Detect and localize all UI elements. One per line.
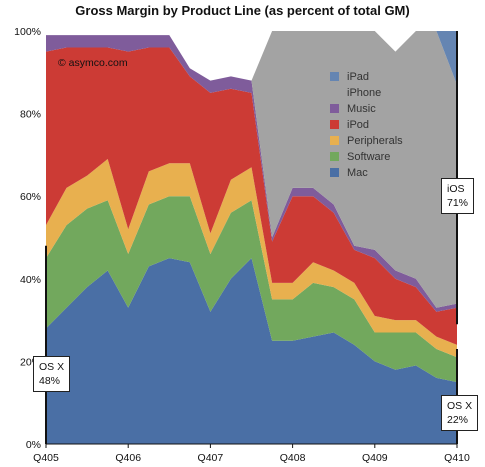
area-music [46, 35, 457, 312]
ios-annotation: iOS 71% [441, 178, 475, 214]
area-mac [46, 258, 457, 444]
legend-swatch [330, 136, 339, 145]
area-layers [46, 31, 457, 444]
ios-value: 71% [447, 197, 469, 209]
osx-2005-annotation: OS X 48% [33, 356, 71, 392]
x-tick-label: Q405 [33, 452, 59, 464]
legend-item-mac: Mac [330, 166, 368, 180]
y-tick-label: 80% [20, 109, 41, 121]
y-tick-label: 100% [14, 26, 41, 38]
area-peripherals [46, 159, 457, 358]
y-tick-label: 40% [20, 274, 41, 286]
legend-item-iphone: iPhone [330, 86, 381, 100]
legend-swatch [330, 72, 339, 81]
x-tick-label: Q406 [115, 452, 141, 464]
legend-label: iPhone [347, 87, 382, 99]
ios-label: iOS [447, 183, 465, 195]
osx-2010-annotation: OS X 22% [441, 395, 479, 431]
legend-item-music: Music [330, 102, 376, 116]
copyright-note: © asymco.com [58, 57, 128, 69]
x-tick-label: Q409 [362, 452, 388, 464]
y-tick-label: 0% [26, 439, 41, 451]
x-tick-label: Q407 [198, 452, 224, 464]
legend-label: Music [347, 103, 376, 115]
chart-title: Gross Margin by Product Line (as percent… [75, 3, 410, 18]
legend-item-ipod: iPod [330, 118, 369, 132]
legend-label: iPad [347, 71, 370, 83]
osx-2005-value: 48% [39, 375, 61, 387]
legend-label: Peripherals [347, 135, 403, 147]
legend-item-ipad: iPad [330, 70, 369, 84]
y-tick-label: 60% [20, 191, 41, 203]
x-tick-label: Q410 [444, 452, 470, 464]
area-software [46, 196, 457, 383]
legend-label: iPod [347, 119, 370, 131]
osx-2010-label: OS X [447, 400, 473, 412]
legend-swatch [330, 120, 339, 129]
legend-item-software: Software [330, 150, 390, 164]
x-tick-label: Q408 [280, 452, 306, 464]
area-iphone [46, 31, 457, 308]
legend-swatch [330, 168, 339, 177]
legend-label: Mac [347, 167, 368, 179]
legend-label: Software [347, 151, 391, 163]
legend-swatch [330, 152, 339, 161]
legend-swatch [330, 104, 339, 113]
legend-item-peripherals: Peripherals [330, 134, 403, 148]
area-ipod [46, 47, 457, 345]
osx-2010-value: 22% [447, 414, 469, 426]
legend-swatch [330, 88, 339, 97]
osx-2005-label: OS X [39, 361, 65, 373]
